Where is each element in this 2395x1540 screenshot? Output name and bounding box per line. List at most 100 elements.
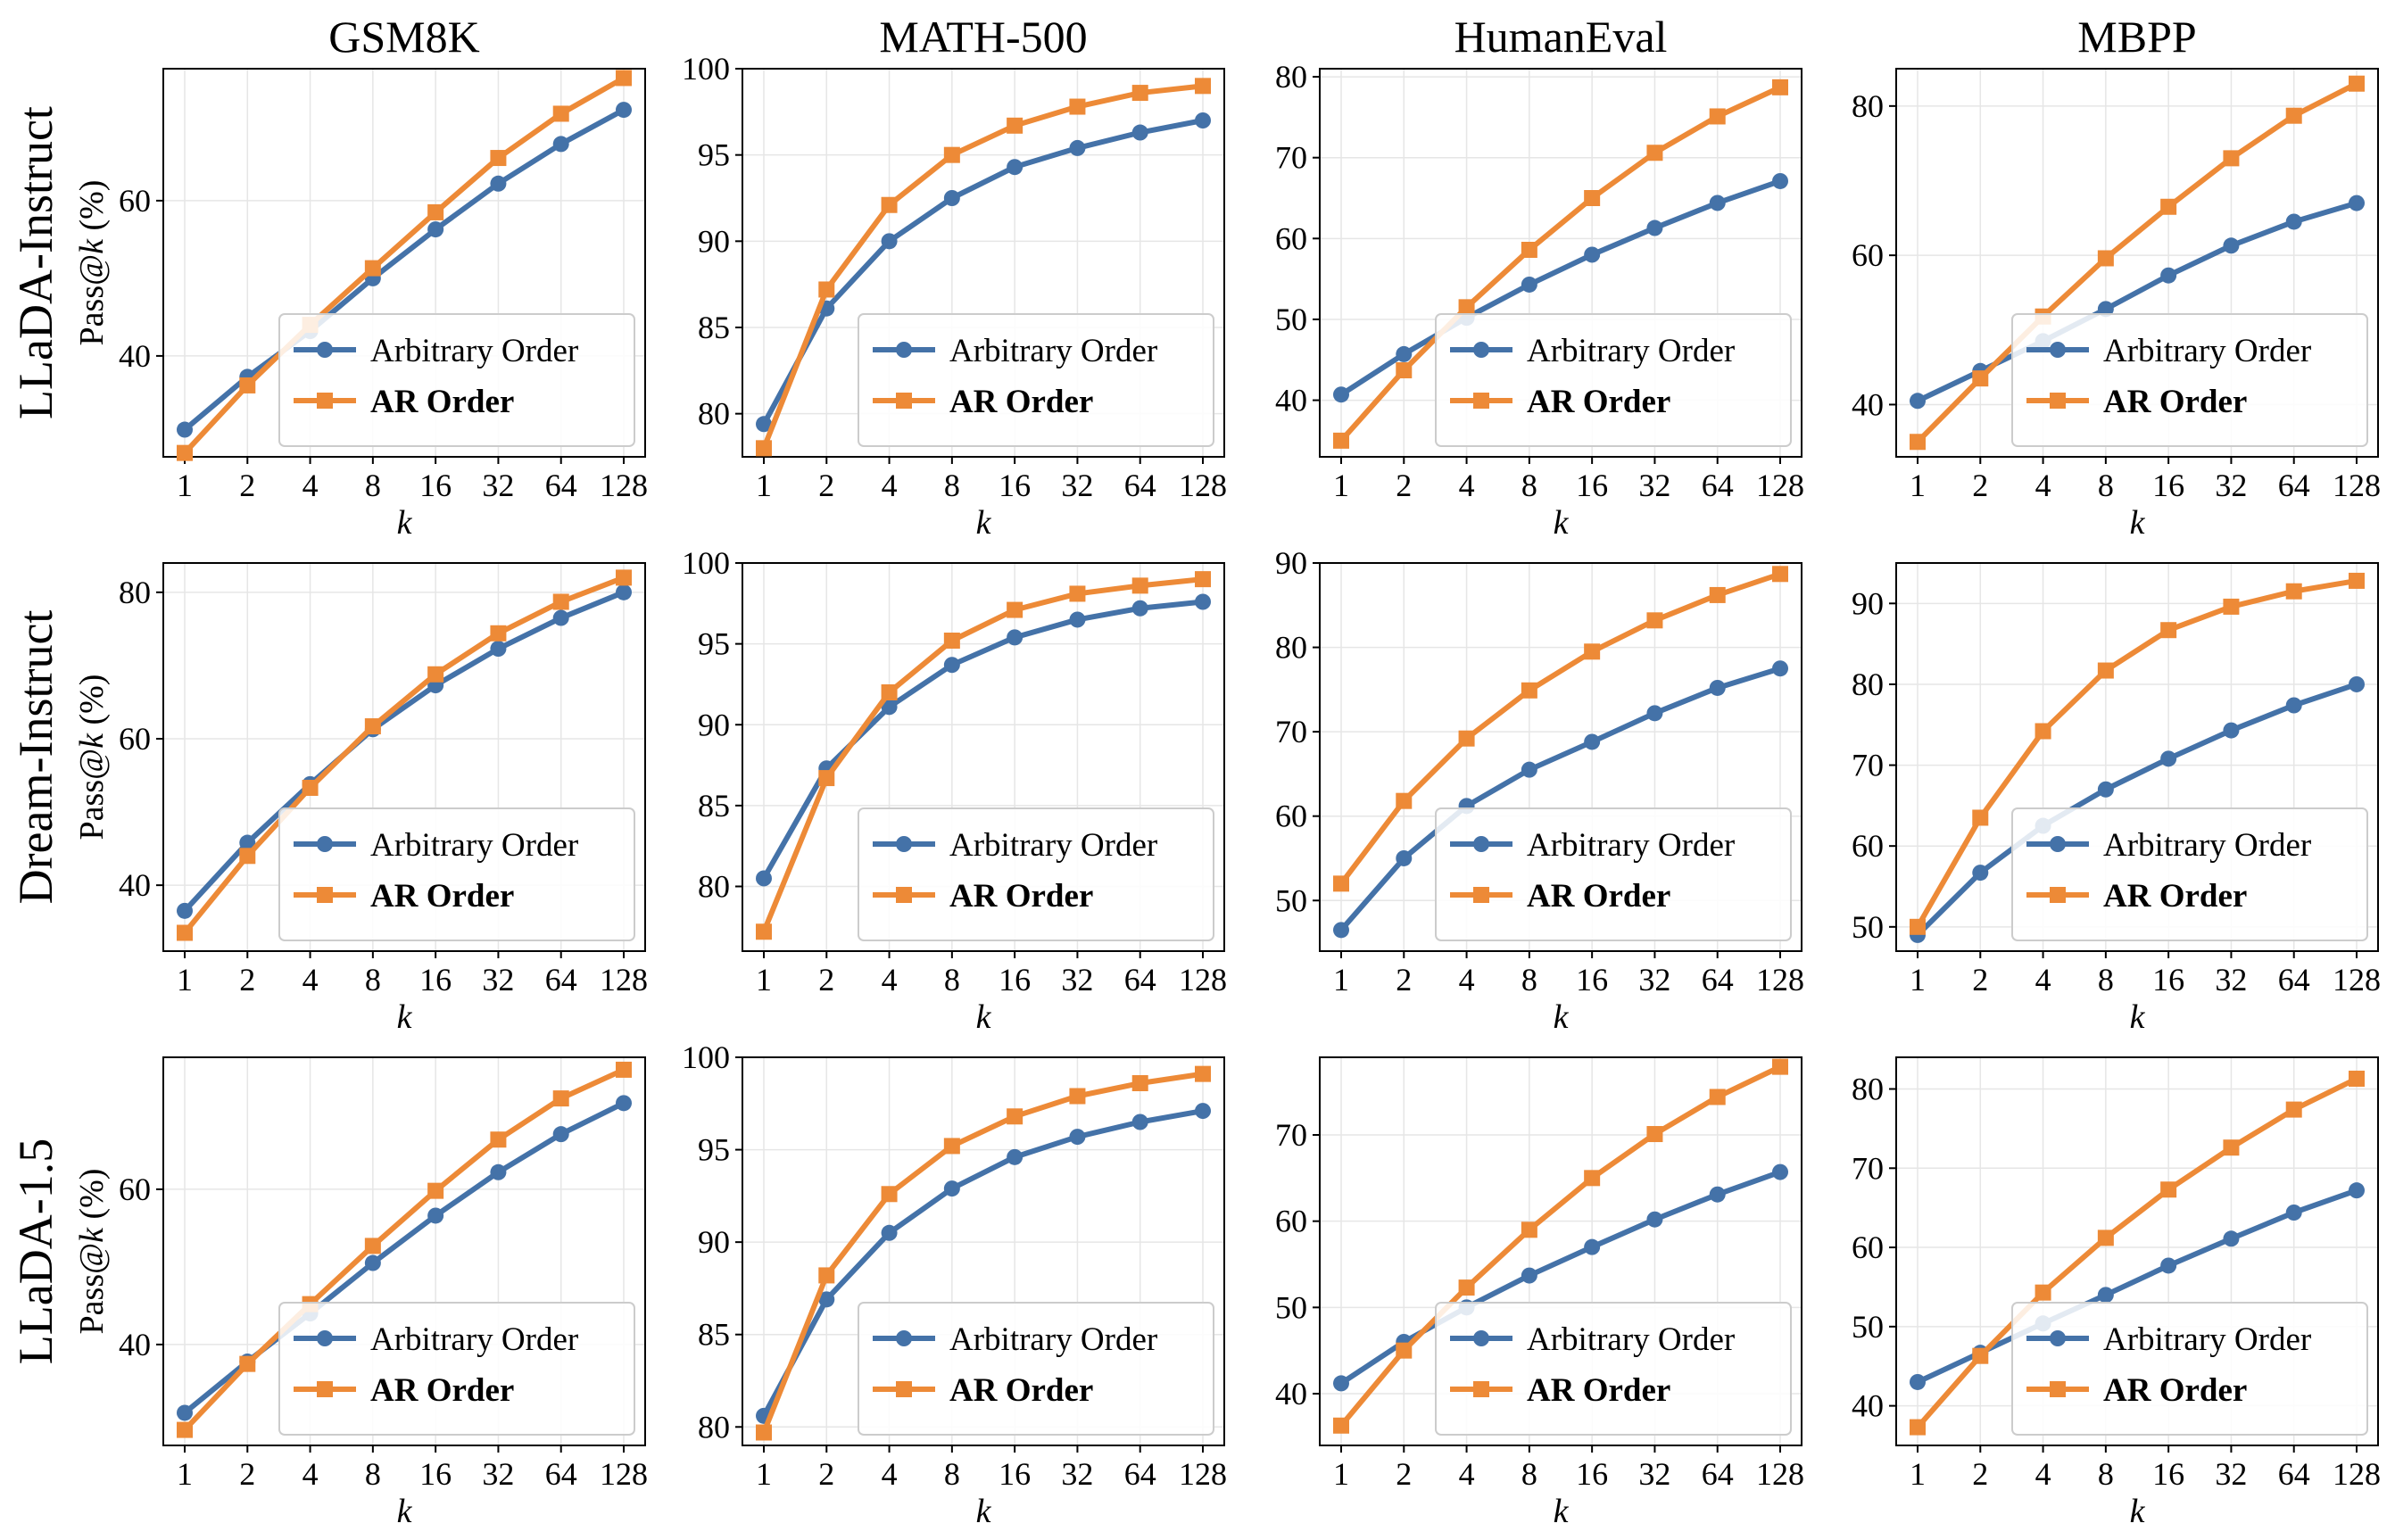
data-point-arbitrary-order (364, 1254, 381, 1271)
x-tick-label: 16 (2152, 962, 2184, 998)
x-tick-label: 128 (1179, 1456, 1227, 1492)
data-point-arbitrary-order (943, 1180, 960, 1197)
data-point-arbitrary-order (1195, 1103, 1211, 1120)
x-tick-label: 64 (1702, 468, 1734, 503)
y-tick-label: 40 (1275, 1376, 1307, 1412)
legend: Arbitrary Order AR Order (278, 807, 635, 941)
legend-marker-circle (2050, 342, 2066, 358)
data-point-ar-order (2035, 723, 2051, 740)
x-tick-label: 8 (1521, 962, 1537, 998)
y-tick-label: 40 (1852, 386, 1884, 422)
y-tick-label: 50 (1852, 1309, 1884, 1345)
y-tick-label: 100 (682, 545, 730, 581)
data-point-ar-order (2285, 1101, 2302, 1118)
legend-label-ar-order: AR Order (2103, 1372, 2247, 1409)
y-tick-label: 80 (1275, 59, 1307, 95)
data-point-ar-order (818, 281, 835, 298)
data-point-ar-order (1333, 1417, 1349, 1434)
data-point-ar-order (1910, 918, 1926, 935)
data-point-ar-order (552, 1090, 569, 1107)
x-tick-label: 1 (1910, 962, 1926, 998)
legend-marker-circle (2050, 836, 2066, 852)
x-tick-label: 8 (2098, 468, 2114, 503)
x-tick-label: 4 (1459, 1456, 1475, 1492)
data-point-arbitrary-order (1007, 629, 1023, 646)
legend-marker-square (896, 1381, 912, 1397)
data-point-ar-order (1396, 1342, 1413, 1359)
data-point-arbitrary-order (2349, 675, 2365, 692)
data-point-ar-order (364, 718, 381, 735)
data-point-arbitrary-order (1972, 865, 1989, 882)
data-point-ar-order (943, 1138, 960, 1155)
data-point-ar-order (1458, 1279, 1475, 1296)
x-tick-label: 4 (2035, 1456, 2051, 1492)
plot-frame (742, 68, 1225, 458)
legend-label-arbitrary-order: Arbitrary Order (1527, 1321, 1735, 1358)
data-point-arbitrary-order (1333, 1375, 1349, 1392)
subplot-1-2: 1 2 4 8 16 32 64 128 80 85 90 95 100 k Arbitrary Order… (682, 51, 1227, 542)
y-axis-title: Pass@k (%) (73, 180, 111, 346)
plot-frame (1895, 68, 2379, 458)
data-point-ar-order (552, 105, 569, 122)
legend-marker-square (317, 887, 333, 903)
data-point-arbitrary-order (2097, 1287, 2114, 1304)
x-tick-label: 1 (756, 1456, 772, 1492)
data-point-arbitrary-order (943, 657, 960, 674)
y-tick-label: 60 (1852, 1230, 1884, 1265)
data-point-arbitrary-order (1195, 593, 1211, 610)
x-tick-label: 1 (177, 1456, 193, 1492)
subplot-3-3: 1 2 4 8 16 32 64 128 40 50 60 70 k Arbitrary Order AR … (1275, 1056, 1804, 1530)
x-tick-label: 1 (1910, 468, 1926, 503)
data-point-ar-order (1458, 730, 1475, 747)
x-axis-title: k (976, 998, 992, 1036)
x-tick-label: 8 (944, 468, 960, 503)
legend-box (278, 313, 635, 447)
x-tick-label: 32 (482, 962, 514, 998)
x-tick-label: 2 (1972, 1456, 1988, 1492)
legend-label-arbitrary-order: Arbitrary Order (949, 1321, 1157, 1358)
x-tick-label: 2 (1972, 962, 1988, 998)
data-point-ar-order (1584, 190, 1601, 206)
data-point-arbitrary-order (1069, 139, 1086, 156)
series-line-ar-order (1338, 85, 1782, 443)
y-tick-label: 90 (1275, 545, 1307, 581)
data-point-arbitrary-order (756, 416, 772, 433)
data-point-ar-order (2223, 150, 2240, 167)
data-point-ar-order (1007, 117, 1023, 134)
legend-box (278, 1302, 635, 1436)
data-point-arbitrary-order (1521, 276, 1537, 293)
subplot-1-4: 1 2 4 8 16 32 64 128 40 60 80 k Arbitrary Order AR Or… (1852, 68, 2381, 542)
y-tick-label: 60 (119, 183, 151, 219)
x-axis-title: k (397, 998, 413, 1036)
legend-label-arbitrary-order: Arbitrary Order (949, 333, 1157, 369)
plot-frame (162, 1056, 646, 1446)
y-tick-label: 80 (1852, 88, 1884, 124)
data-point-arbitrary-order (1910, 393, 1926, 410)
data-point-arbitrary-order (2223, 722, 2240, 739)
legend-label-ar-order: AR Order (949, 1372, 1093, 1409)
legend-label-arbitrary-order: Arbitrary Order (2103, 827, 2311, 864)
y-tick-label: 50 (1275, 882, 1307, 918)
column-title-mbpp: MBPP (2077, 12, 2196, 62)
x-tick-label: 32 (1638, 1456, 1670, 1492)
x-tick-label: 2 (1396, 962, 1412, 998)
x-tick-label: 128 (2333, 468, 2381, 503)
legend-label-ar-order: AR Order (370, 878, 514, 915)
data-point-arbitrary-order (1195, 112, 1211, 128)
data-point-ar-order (881, 1186, 898, 1203)
data-point-ar-order (1646, 612, 1663, 629)
legend-label-ar-order: AR Order (2103, 384, 2247, 420)
data-point-arbitrary-order (1772, 1163, 1788, 1180)
legend-label-ar-order: AR Order (370, 384, 514, 420)
x-tick-label: 64 (545, 962, 577, 998)
data-point-ar-order (1333, 875, 1349, 892)
x-tick-label: 64 (1702, 962, 1734, 998)
y-axis-title: Pass@k (%) (73, 675, 111, 840)
y-tick-label: 70 (1852, 748, 1884, 783)
data-point-arbitrary-order (490, 1163, 507, 1180)
data-point-arbitrary-order (756, 870, 772, 887)
data-point-arbitrary-order (2349, 1182, 2365, 1199)
x-tick-label: 32 (482, 1456, 514, 1492)
